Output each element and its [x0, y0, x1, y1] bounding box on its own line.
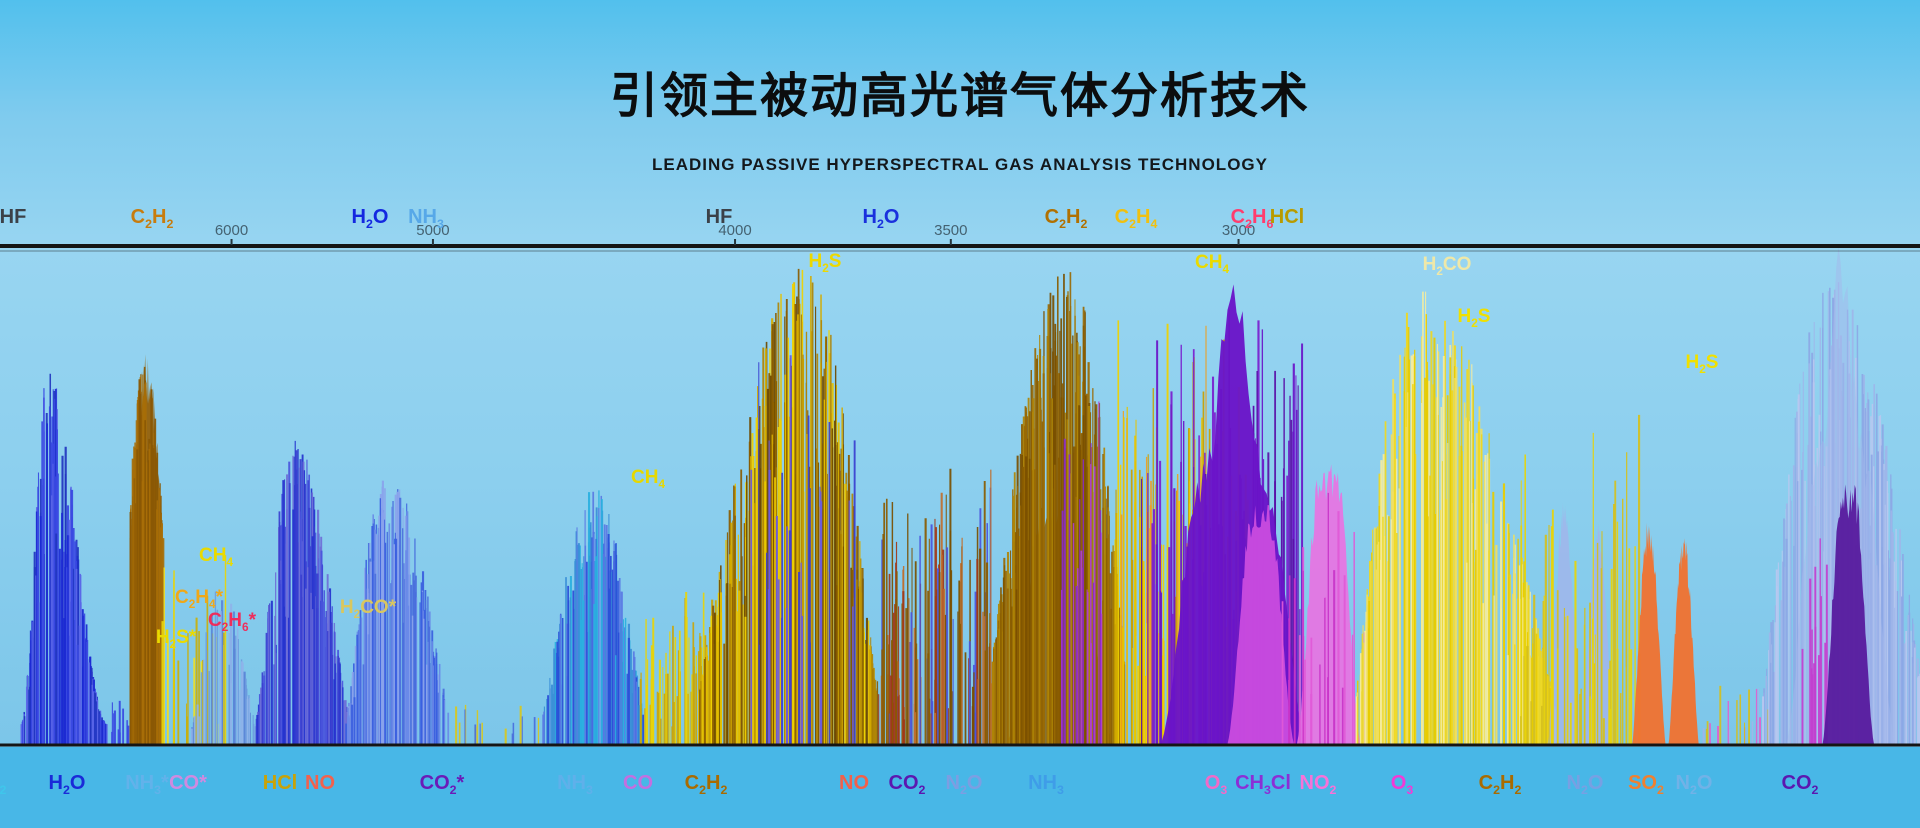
- top-tick-label-3500: 3500: [934, 222, 967, 239]
- band-indigo-in-gold: [750, 355, 856, 744]
- page-title: 引领主被动高光谱气体分析技术: [609, 70, 1310, 123]
- band-yellow-2.4: [639, 592, 714, 744]
- band-sparse-2.1: [455, 704, 540, 744]
- top-tick-label-3000: 3000: [1222, 222, 1255, 239]
- axis-footer-strip: [0, 747, 1920, 828]
- band-ltblue-1.64: [190, 591, 259, 744]
- band-orange-bell-4.01: [1632, 522, 1666, 744]
- band-blue-1.78: [255, 440, 350, 744]
- page-subtitle: LEADING PASSIVE HYPERSPECTRAL GAS ANALYS…: [652, 155, 1268, 174]
- band-magenta-inner: [1227, 505, 1294, 744]
- band-brown-lines-1.52: [129, 366, 165, 744]
- band-darkpurple-bell: [1822, 484, 1874, 744]
- band-yellow-spikes-3.9: [1520, 414, 1641, 744]
- band-orange-bell-4.06: [1668, 538, 1699, 744]
- band-blue-2.27: [542, 490, 644, 744]
- top-tick-label-6000: 6000: [215, 222, 248, 239]
- band-sparse-4.15: [1702, 681, 1772, 744]
- band-blue-sparse-1.47: [111, 700, 130, 744]
- band-blue-1.37: [20, 373, 108, 744]
- band-brown-3.0: [991, 272, 1126, 744]
- band-yellow-3.65: [1355, 291, 1556, 744]
- top-tick-label-5000: 5000: [416, 222, 449, 239]
- top-tick-label-4000: 4000: [718, 222, 751, 239]
- band-mixed-2.8: [876, 468, 992, 744]
- band-violet-3.07: [1060, 401, 1103, 744]
- band-blue-1.93: [345, 480, 450, 744]
- band-lavender-solid: [1786, 246, 1896, 744]
